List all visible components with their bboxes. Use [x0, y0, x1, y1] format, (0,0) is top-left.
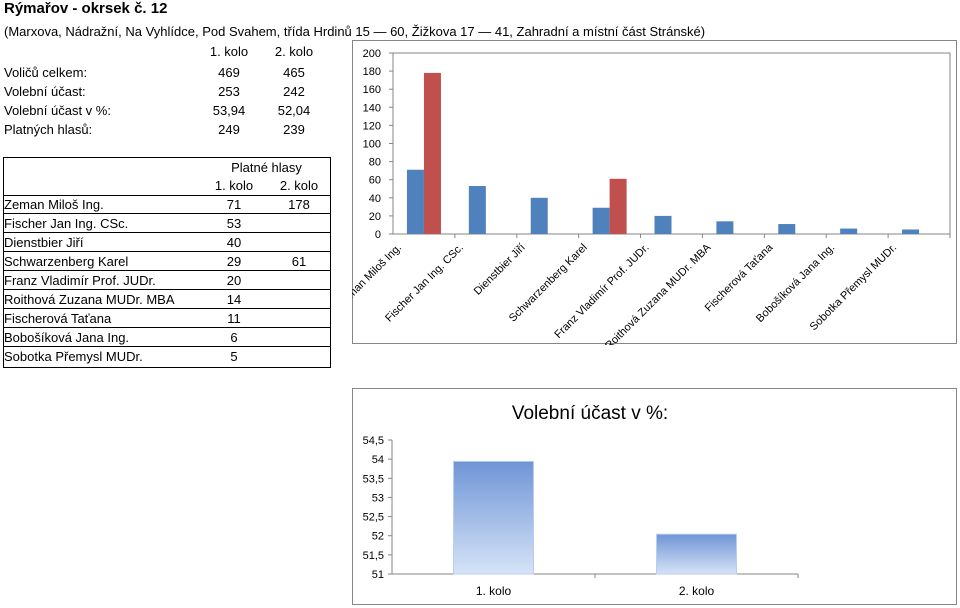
table-row: Schwarzenberg Karel 29 61	[4, 252, 330, 271]
y-tick-label: 52,5	[363, 512, 384, 524]
stat-value-1: 249	[218, 122, 240, 137]
table-col2-header: 2. kolo	[279, 178, 319, 193]
candidate-name: Sobotka Přemysl MUDr.	[4, 349, 143, 364]
table-row: Dienstbier Jiří 40	[4, 233, 330, 252]
page-title: Rýmařov - okrsek č. 12	[4, 0, 168, 17]
y-tick-label: 52	[372, 531, 384, 543]
stat-label: Volební účast:	[4, 84, 86, 99]
bar	[609, 178, 627, 234]
stat-value-1: 469	[218, 65, 240, 80]
table-row: Bobošíková Jana Ing. 6	[4, 328, 330, 347]
bar	[654, 215, 672, 234]
table-row: Fischerová Taťana 11	[4, 309, 330, 328]
y-tick-label: 53	[372, 492, 384, 504]
x-tick-label: 1. kolo	[476, 584, 512, 598]
stat-label: Volební účast v %:	[4, 103, 111, 118]
candidate-name: Bobošíková Jana Ing.	[4, 330, 130, 345]
y-tick-label: 120	[363, 120, 381, 132]
bar	[716, 221, 734, 234]
page-subtitle: (Marxova, Nádražní, Na Vyhlídce, Pod Sva…	[4, 24, 706, 39]
votes-round1: 5	[230, 349, 238, 364]
votes-round1: 14	[226, 292, 242, 307]
y-tick-label: 51,5	[363, 550, 384, 562]
votes-round1: 71	[226, 197, 242, 212]
chart-title: Volební účast v %:	[512, 403, 668, 424]
candidates-table: Platné hlasy 1. kolo 2. kolo Zeman Miloš…	[3, 157, 331, 368]
candidate-name: Schwarzenberg Karel	[4, 254, 129, 269]
y-tick-label: 54	[372, 454, 384, 466]
bar	[778, 224, 796, 234]
y-tick-label: 80	[369, 157, 381, 169]
bar	[406, 169, 424, 234]
votes-round1: 29	[226, 254, 242, 269]
table-header: Platné hlasy	[231, 160, 302, 175]
y-tick-label: 54,5	[363, 435, 384, 447]
stats-col1-header: 1. kolo	[209, 44, 249, 59]
candidate-name: Roithová Zuzana MUDr. MBA	[4, 292, 175, 307]
y-tick-label: 100	[363, 139, 381, 151]
turnout-bar-chart: Volební účast v %: 51 51,5 52 52,5 53 53,5 54 54…	[352, 388, 957, 605]
votes-round1: 6	[230, 330, 238, 345]
bar	[592, 207, 610, 234]
candidate-name: Dienstbier Jiří	[4, 235, 84, 250]
stat-value-2: 52,04	[277, 103, 311, 118]
y-tick-label: 200	[363, 48, 381, 60]
stat-value-1: 53,94	[212, 103, 246, 118]
table-col1-header: 1. kolo	[214, 178, 254, 193]
table-header-row: 1. kolo 2. kolo	[4, 158, 330, 196]
bar	[423, 72, 441, 234]
bar	[656, 533, 737, 575]
bar	[902, 229, 920, 234]
stat-value-2: 239	[283, 122, 305, 137]
y-tick-label: 51	[372, 569, 384, 581]
candidate-name: Fischerová Taťana	[4, 311, 112, 326]
candidate-name: Franz Vladimír Prof. JUDr.	[4, 273, 156, 288]
y-tick-label: 140	[363, 102, 381, 114]
stat-label: Platných hlasů:	[4, 122, 93, 137]
table-row: Sobotka Přemysl MUDr. 5	[4, 347, 330, 365]
stat-value-2: 465	[283, 65, 305, 80]
y-tick-label: 20	[369, 211, 381, 223]
table-row: Franz Vladimír Prof. JUDr. 20	[4, 271, 330, 290]
candidate-name: Zeman Miloš Ing.	[4, 197, 104, 212]
bar	[530, 197, 548, 234]
y-tick-label: 160	[363, 84, 381, 96]
votes-round1: 40	[226, 235, 242, 250]
y-tick-label: 40	[369, 193, 381, 205]
votes-round2: 61	[291, 254, 307, 269]
votes-round1: 53	[226, 216, 242, 231]
votes-round2: 178	[288, 197, 310, 212]
y-tick-label: 180	[363, 66, 381, 78]
y-tick-label: 53,5	[363, 473, 384, 485]
stats-col2-header: 2. kolo	[274, 44, 314, 59]
table-row: Fischer Jan Ing. CSc. 53	[4, 214, 330, 233]
votes-round1: 20	[226, 273, 242, 288]
votes-round1: 11	[227, 311, 241, 326]
bar	[453, 460, 534, 575]
stat-label: Voličů celkem:	[4, 65, 88, 80]
x-tick-label: 2. kolo	[679, 584, 715, 598]
chart-frame	[352, 40, 957, 344]
stat-value-1: 253	[218, 84, 240, 99]
bar	[468, 186, 486, 234]
stat-value-2: 242	[283, 84, 305, 99]
table-row: Roithová Zuzana MUDr. MBA 14	[4, 290, 330, 309]
bar	[840, 228, 858, 234]
candidate-name: Fischer Jan Ing. CSc.	[4, 216, 129, 231]
y-tick-label: 0	[375, 229, 381, 241]
table-row: Zeman Miloš Ing. 71 178	[4, 195, 330, 214]
y-tick-label: 60	[369, 175, 381, 187]
